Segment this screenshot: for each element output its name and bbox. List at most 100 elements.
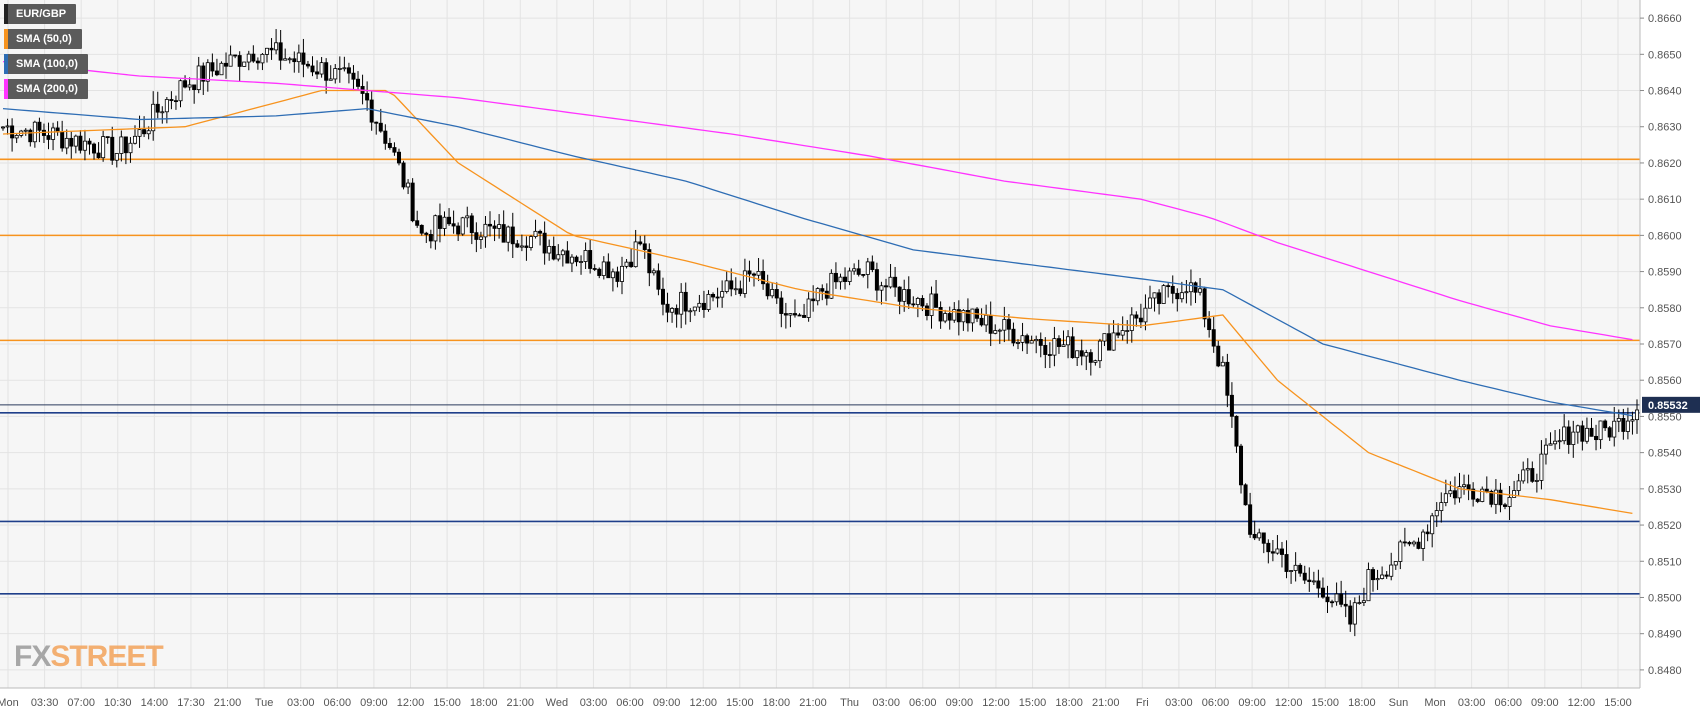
candle-down	[615, 271, 620, 282]
candle-down	[1211, 329, 1216, 347]
candle-up	[547, 245, 552, 254]
candle-up	[1120, 330, 1125, 336]
candle-down	[1343, 603, 1348, 607]
candle-down	[988, 314, 993, 334]
candle-up	[1311, 580, 1316, 583]
candle-up	[742, 270, 747, 294]
candle-down	[1484, 488, 1489, 492]
candle-up	[1616, 418, 1621, 422]
candle-up	[1084, 352, 1089, 357]
candle-up	[328, 78, 333, 81]
candle-up	[283, 58, 288, 61]
candle-down	[510, 226, 515, 245]
x-tick-label: 06:00	[1494, 697, 1522, 709]
candle-down	[201, 65, 206, 82]
candle-down	[1603, 420, 1608, 429]
candle-up	[1457, 486, 1462, 499]
candle-up	[620, 265, 625, 282]
candle-down	[1138, 317, 1143, 323]
price-tag-label: 0.85532	[1648, 400, 1688, 412]
candle-up	[1584, 427, 1589, 442]
candle-up	[1097, 340, 1102, 362]
candle-down	[774, 289, 779, 299]
candle-up	[688, 310, 693, 313]
x-tick-label: 18:00	[763, 697, 791, 709]
x-tick-label: Sun	[1389, 697, 1409, 709]
candle-down	[1229, 394, 1234, 417]
candle-down	[674, 308, 679, 315]
legend-item[interactable]: SMA (50,0)	[4, 29, 82, 49]
legend-item[interactable]: SMA (200,0)	[4, 79, 88, 99]
candle-down	[255, 60, 260, 64]
candle-up	[902, 289, 907, 302]
candle-down	[515, 243, 520, 248]
candle-down	[956, 309, 961, 323]
candle-down	[1384, 574, 1389, 577]
x-tick-label: 12:00	[1275, 697, 1303, 709]
candle-down	[396, 151, 401, 164]
candle-down	[1425, 531, 1430, 535]
candle-down	[747, 270, 752, 275]
legend-item[interactable]: EUR/GBP	[4, 4, 77, 24]
candle-down	[588, 250, 593, 269]
candle-up	[706, 293, 711, 310]
candle-down	[28, 129, 33, 143]
x-tick-label: 15:00	[726, 697, 754, 709]
y-tick-label: 0.8600	[1648, 230, 1682, 242]
candle-down	[592, 268, 597, 270]
candle-up	[806, 298, 811, 318]
candle-up	[1061, 344, 1066, 347]
candle-down	[1284, 554, 1289, 572]
x-tick-label: 09:00	[1531, 697, 1559, 709]
x-axis: Mon 03:30 07:00 10:30 14:00 17:30 21:00 Tue 03:0…	[0, 687, 1640, 709]
candle-up	[1539, 453, 1544, 481]
candle-down	[820, 288, 825, 292]
candle-up	[114, 153, 119, 161]
candle-up	[865, 261, 870, 275]
x-tick-label: 06:00	[616, 697, 644, 709]
candle-up	[483, 223, 488, 238]
candle-up	[952, 309, 957, 321]
candle-down	[802, 314, 807, 318]
candle-up	[993, 330, 998, 334]
candle-down	[656, 270, 661, 290]
candle-down	[1157, 292, 1162, 304]
candle-down	[183, 80, 188, 88]
candle-down	[456, 225, 461, 235]
candle-down	[1307, 579, 1312, 582]
candle-up	[1462, 484, 1467, 488]
x-tick-label: 09:00	[1238, 697, 1266, 709]
candle-down	[729, 280, 734, 290]
x-tick-label: 18:00	[1348, 697, 1376, 709]
candle-down	[315, 71, 320, 75]
candle-up	[1075, 350, 1080, 359]
candle-up	[692, 306, 697, 312]
candle-down	[565, 250, 570, 264]
candle-up	[838, 276, 843, 283]
candle-down	[779, 297, 784, 314]
candle-down	[934, 293, 939, 308]
x-tick-label: 12:00	[397, 697, 425, 709]
sma-100-line	[2, 107, 1633, 417]
candle-down	[87, 140, 92, 145]
legend-item[interactable]: SMA (100,0)	[4, 54, 88, 74]
candle-up	[433, 215, 438, 242]
candle-down	[1621, 418, 1626, 432]
y-tick-label: 0.8530	[1648, 484, 1682, 496]
y-tick-label: 0.8580	[1648, 303, 1682, 315]
candle-down	[1047, 354, 1052, 356]
candle-up	[82, 140, 87, 151]
candle-down	[797, 314, 802, 317]
candle-down	[69, 137, 74, 147]
candle-up	[1147, 297, 1152, 309]
y-tick-label: 0.8640	[1648, 86, 1682, 98]
candle-up	[601, 261, 606, 276]
y-tick-label: 0.8490	[1648, 629, 1682, 641]
candle-down	[173, 100, 178, 103]
candle-up	[151, 103, 156, 132]
candle-up	[1448, 490, 1453, 495]
candle-down	[301, 52, 306, 65]
candle-up	[146, 130, 151, 135]
candle-down	[1261, 532, 1266, 544]
candle-up	[14, 134, 19, 139]
